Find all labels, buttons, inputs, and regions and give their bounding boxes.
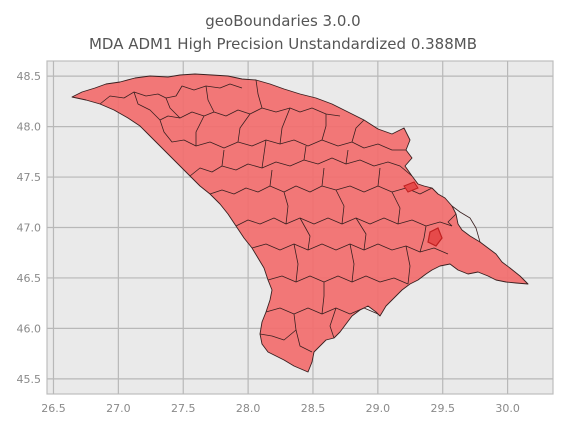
y-tick-label: 47.0 (17, 222, 42, 235)
x-tick-label: 26.5 (41, 402, 66, 415)
x-tick-label: 28.0 (236, 402, 261, 415)
y-tick-label: 46.5 (17, 272, 42, 285)
region-borders (99, 79, 481, 353)
x-tick-label: 30.0 (495, 402, 520, 415)
map-subtitle: MDA ADM1 High Precision Unstandardized 0… (88, 35, 477, 53)
map-title: geoBoundaries 3.0.0 (205, 12, 361, 30)
y-tick-label: 48.5 (17, 70, 42, 83)
x-tick-label: 27.0 (106, 402, 131, 415)
x-tick-label: 27.5 (171, 402, 196, 415)
country-outline (71, 73, 529, 373)
x-tick-label: 29.0 (366, 402, 391, 415)
x-tick-label: 28.5 (301, 402, 326, 415)
y-tick-label: 45.5 (17, 373, 42, 386)
y-tick-label: 48.0 (17, 121, 42, 134)
moldova-adm1-regions (71, 73, 529, 373)
x-tick-label: 29.5 (430, 402, 455, 415)
highlight-region (427, 227, 443, 247)
highlight-region (403, 181, 419, 193)
axis-ticks: 26.5 27.0 27.5 28.0 28.5 29.0 29.5 30.0 48.5 48.0… (17, 70, 520, 415)
y-tick-label: 46.0 (17, 322, 42, 335)
y-tick-label: 47.5 (17, 171, 42, 184)
